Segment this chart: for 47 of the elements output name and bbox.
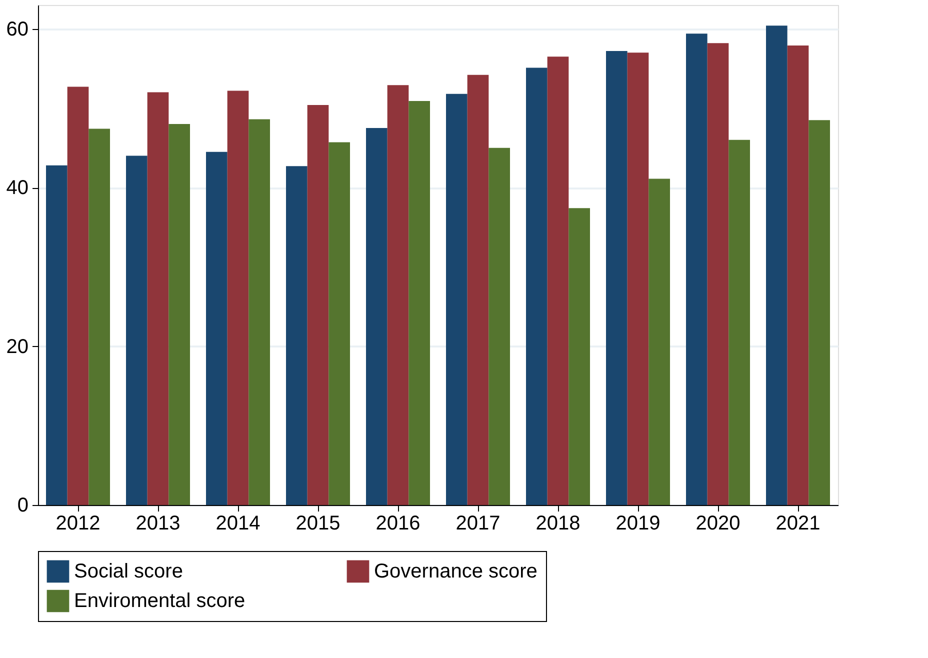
bar (328, 142, 350, 505)
x-tick-label: 2012 (56, 512, 100, 534)
legend-label: Governance score (374, 560, 538, 582)
bar (707, 43, 729, 505)
bar (408, 101, 430, 505)
bar (88, 128, 110, 505)
y-tick-label: 40 (6, 177, 28, 200)
bar (627, 52, 649, 505)
x-tick-label: 2019 (616, 512, 660, 534)
y-tick-label: 60 (6, 18, 28, 40)
bar (366, 128, 388, 505)
x-tick-label: 2018 (536, 512, 580, 534)
bar (387, 85, 409, 505)
bar (766, 26, 788, 505)
x-tick-label: 2020 (696, 512, 740, 534)
bar (606, 51, 628, 505)
bar (728, 140, 750, 505)
bar (547, 56, 569, 505)
x-tick-label: 2015 (296, 512, 340, 534)
bar (67, 86, 89, 505)
bar (568, 208, 590, 505)
bar (286, 166, 308, 505)
bar (168, 124, 190, 505)
x-tick-label: 2014 (216, 512, 260, 534)
bar (446, 94, 468, 505)
bar (206, 152, 228, 505)
bar (227, 90, 249, 505)
y-tick-label: 20 (6, 336, 28, 358)
x-tick-label: 2016 (376, 512, 420, 534)
bar (526, 68, 548, 505)
legend-label: Enviromental score (74, 590, 246, 612)
bar (648, 178, 670, 505)
bar (307, 105, 329, 505)
legend-label: Social score (74, 560, 183, 582)
bar (787, 45, 809, 505)
y-tick-label: 0 (17, 494, 28, 516)
bar (46, 165, 68, 505)
bar (248, 119, 270, 505)
x-tick-label: 2021 (776, 512, 820, 534)
bar (147, 92, 169, 505)
x-tick-label: 2017 (456, 512, 500, 534)
x-tick-label: 2013 (136, 512, 180, 534)
bar (488, 148, 510, 505)
bar (126, 156, 148, 505)
bar (467, 74, 489, 505)
bar (808, 120, 830, 505)
bar (686, 34, 708, 505)
